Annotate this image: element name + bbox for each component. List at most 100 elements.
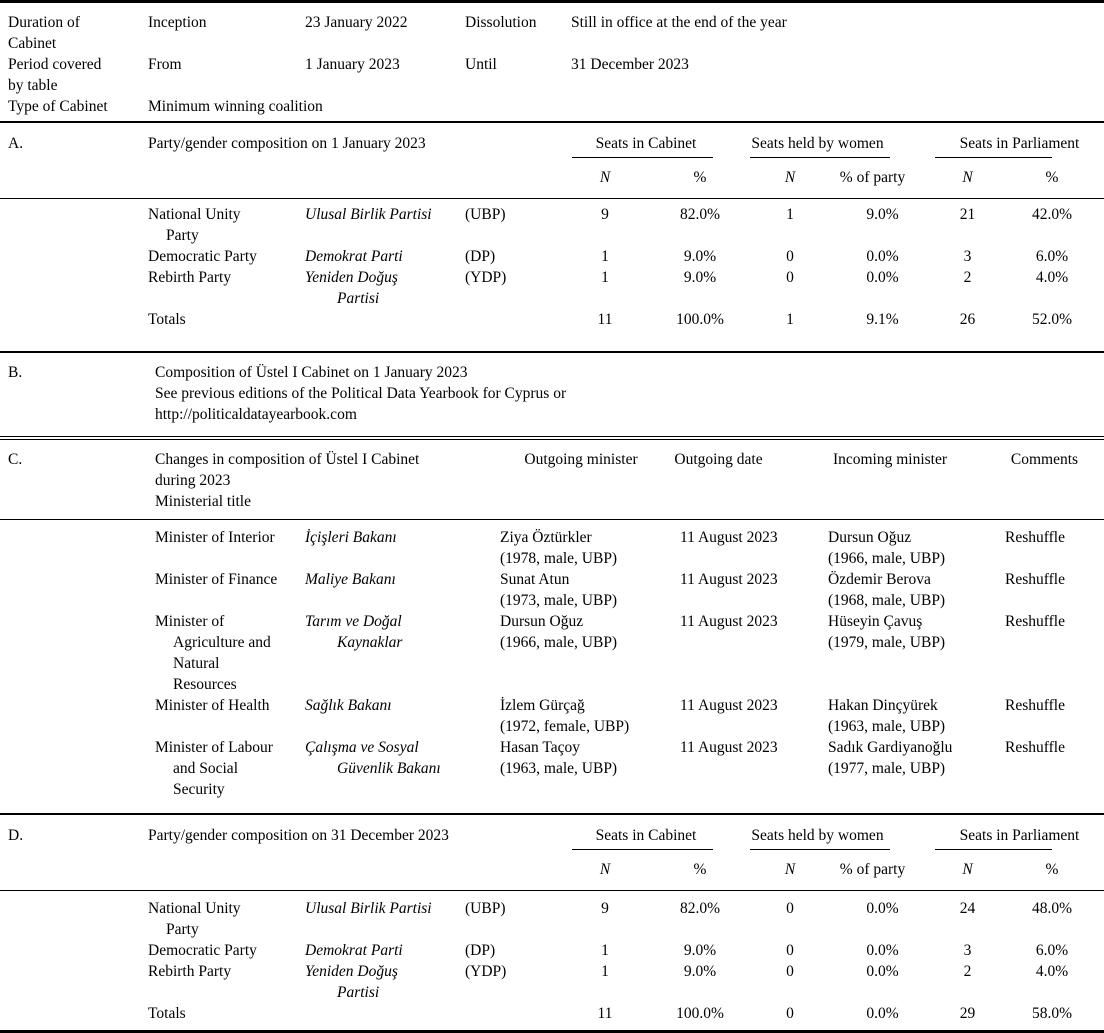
cabinet-pct-value: 82.0%: [679, 206, 721, 223]
ministerial-title-tr: Tarım ve Doğal Kaynaklar: [305, 613, 403, 651]
parliament-pct-value: 48.0%: [1031, 900, 1073, 917]
ministerial-title-en: Minister of Finance: [155, 571, 278, 588]
meta-type-value: Minimum winning coalition: [148, 98, 323, 115]
women-n-total: 0: [786, 1005, 794, 1022]
col-header-women-n: N: [784, 169, 796, 186]
cabinet-n-value: 9: [601, 206, 609, 223]
col-header-comments: Comments: [1010, 451, 1079, 468]
party-abbreviation: (DP): [465, 942, 496, 959]
ministerial-title-en: Minister of Interior: [155, 529, 275, 546]
cabinet-pct-value: 9.0%: [683, 942, 717, 959]
minister-change-row: Minister of Interior İçişleri Bakanı Ziy…: [0, 527, 1104, 569]
col-header-parliament-n: N: [962, 169, 973, 186]
rule-after-meta: [0, 121, 1104, 123]
outgoing-minister: Sunat Atun (1973, male, UBP): [500, 569, 662, 611]
ministerial-title-tr: Çalışma ve Sosyal Güvenlik Bakanı: [305, 739, 441, 777]
party-name-tr: Demokrat Parti: [305, 942, 403, 959]
comment: Reshuffle: [1005, 613, 1065, 630]
party-row: Rebirth Party Yeniden Doğuş Partisi (YDP…: [0, 267, 1104, 309]
group-header-seats-held-by-women: Seats held by women: [750, 825, 935, 850]
incoming-minister: Hakan Dinçyürek (1963, male, UBP): [795, 695, 985, 737]
minister-change-row: Minister of Labour and Social Security Ç…: [0, 737, 1104, 800]
comment: Reshuffle: [1005, 529, 1065, 546]
totals-row: Totals 11 100.0% 1 9.1% 26 52.0%: [0, 309, 1104, 330]
group-header-seats-in-cabinet: Seats in Cabinet: [560, 825, 750, 850]
incoming-minister-name: Özdemir Berova: [828, 571, 931, 588]
incoming-minister-detail: (1979, male, UBP): [828, 634, 946, 651]
rule-before-b: [0, 351, 1104, 353]
women-pct-value: 0.0%: [866, 248, 899, 265]
col-header-women-pct: % of party: [839, 169, 906, 186]
col-header-outgoing-minister: Outgoing minister: [524, 451, 638, 468]
group-underline: [935, 846, 1052, 850]
women-pct-value: 0.0%: [866, 942, 899, 959]
ministerial-title-en: Minister of Health: [155, 697, 270, 714]
outgoing-minister: Hasan Taçoy (1963, male, UBP): [500, 737, 662, 779]
party-name-en: Rebirth Party: [148, 269, 232, 286]
cabinet-n-value: 1: [601, 248, 609, 265]
section-b-key: B.: [8, 364, 23, 381]
meta-dissolution-value: Still in office at the end of the year: [571, 14, 787, 31]
women-n-total: 1: [786, 311, 794, 328]
section-c-body: Minister of Interior İçişleri Bakanı Ziy…: [0, 520, 1104, 813]
group-underline: [750, 154, 890, 158]
cabinet-pct-value: 9.0%: [683, 269, 717, 286]
parliament-pct-total: 52.0%: [1031, 311, 1073, 328]
cabinet-n-value: 1: [601, 942, 609, 959]
ministerial-title-tr: Maliye Bakanı: [305, 571, 396, 588]
section-a-body: National Unity Party Ulusal Birlik Parti…: [0, 199, 1104, 351]
women-pct-total: 0.0%: [866, 1005, 899, 1022]
col-header-outgoing-date: Outgoing date: [674, 451, 763, 468]
parliament-n-total: 26: [959, 311, 976, 328]
women-n-value: 1: [786, 206, 794, 223]
section-c-title: Changes in composition of Üstel I Cabine…: [155, 451, 420, 510]
party-abbreviation: (UBP): [465, 900, 506, 917]
rule-after-a-header: [0, 198, 1104, 199]
rule-after-c-header: [0, 519, 1104, 520]
party-row: Rebirth Party Yeniden Doğuş Partisi (YDP…: [0, 961, 1104, 1003]
incoming-minister-detail: (1968, male, UBP): [828, 592, 946, 609]
cabinet-n-total: 11: [597, 1005, 613, 1022]
outgoing-minister: Dursun Oğuz (1966, male, UBP): [500, 611, 662, 653]
parliament-pct-value: 6.0%: [1035, 942, 1069, 959]
party-abbreviation: (UBP): [465, 206, 506, 223]
incoming-minister: Hüseyin Çavuş (1979, male, UBP): [795, 611, 985, 653]
group-underline: [935, 154, 1052, 158]
comment: Reshuffle: [1005, 739, 1065, 756]
group-header-seats-in-cabinet: Seats in Cabinet: [560, 133, 750, 158]
cabinet-n-value: 1: [601, 963, 609, 980]
cabinet-pct-value: 9.0%: [683, 248, 717, 265]
incoming-minister-detail: (1966, male, UBP): [828, 550, 946, 567]
cabinet-pct-value: 82.0%: [679, 900, 721, 917]
cabinet-pct-value: 9.0%: [683, 963, 717, 980]
party-name-en: National Unity Party: [148, 206, 241, 244]
party-name-en: Democratic Party: [148, 248, 257, 265]
outgoing-date: 11 August 2023: [680, 529, 778, 546]
section-d-header: D. Party/gender composition on 31 Decemb…: [0, 815, 1104, 890]
meta-until-value: 31 December 2023: [571, 56, 689, 73]
comment: Reshuffle: [1005, 697, 1065, 714]
meta-until-label: Until: [465, 56, 497, 73]
double-rule-before-c: [0, 436, 1104, 440]
outgoing-minister-name: İzlem Gürçağ: [500, 697, 585, 714]
women-n-value: 0: [786, 269, 794, 286]
parliament-n-total: 29: [959, 1005, 976, 1022]
outgoing-minister-detail: (1972, female, UBP): [500, 718, 630, 735]
ministerial-title-en: Minister of Agriculture and Natural Reso…: [155, 613, 271, 693]
totals-label: Totals: [148, 1005, 186, 1022]
parliament-pct-value: 42.0%: [1031, 206, 1073, 223]
incoming-minister-name: Hüseyin Çavuş: [828, 613, 923, 630]
parliament-n-value: 21: [959, 206, 976, 223]
section-a-header: A. Party/gender composition on 1 January…: [0, 123, 1104, 198]
women-n-value: 0: [786, 963, 794, 980]
women-n-value: 0: [786, 942, 794, 959]
party-name-en: National Unity Party: [148, 900, 241, 938]
women-pct-value: 0.0%: [866, 963, 899, 980]
outgoing-minister-detail: (1973, male, UBP): [500, 592, 618, 609]
meta-type-row: Type of Cabinet Minimum winning coalitio…: [0, 96, 1104, 117]
party-row: Democratic Party Demokrat Parti (DP) 1 9…: [0, 246, 1104, 267]
cabinet-pct-total: 100.0%: [676, 311, 724, 328]
section-d-key: D.: [8, 827, 24, 844]
parliament-n-value: 2: [963, 269, 972, 286]
col-header-parliament-pct: %: [1045, 169, 1059, 186]
